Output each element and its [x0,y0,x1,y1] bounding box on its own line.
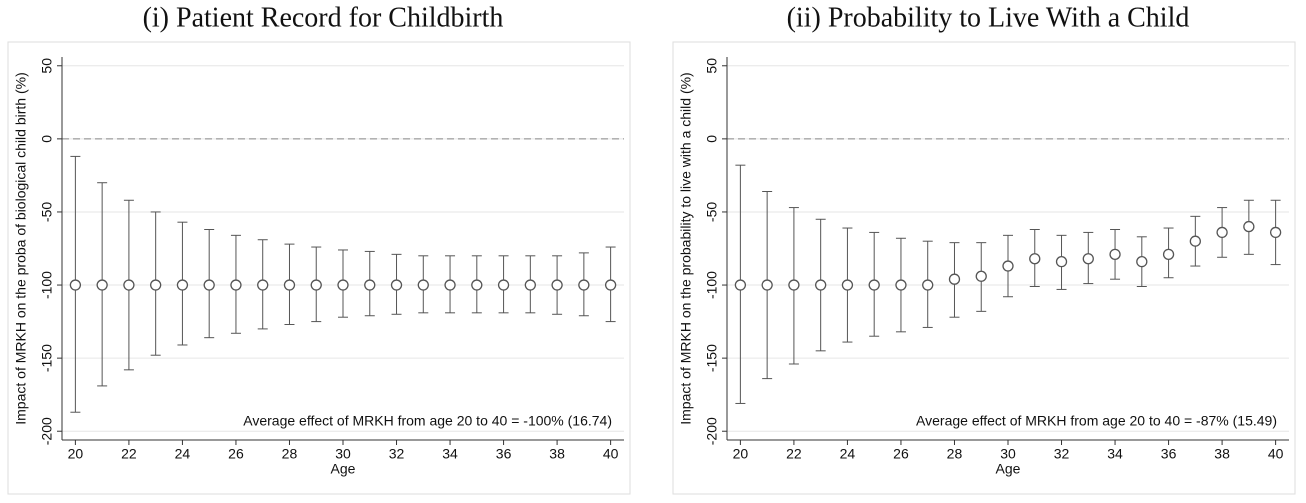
point [364,279,376,291]
x-tick-label: 34 [442,446,458,462]
x-tick-label: 38 [1214,446,1230,462]
point [975,270,987,282]
point [1216,226,1228,239]
y-tick-label: -150 [704,344,720,372]
point [1055,256,1068,268]
point [1243,220,1255,233]
annotation: Average effect of MRKH from age 20 to 40… [243,413,612,429]
y-axis-label: Impact of MRKH on the proba of biologica… [13,72,29,425]
point [815,279,827,291]
point [150,279,162,291]
y-axis-label: Impact of MRKH on the probability to liv… [678,72,694,424]
x-tick-label: 22 [786,446,802,462]
point [257,279,269,291]
x-tick-label: 28 [947,446,963,462]
y-tick-label: -100 [704,271,720,299]
point [96,279,108,291]
chart-title: (ii) Probability to Live With a Child [787,2,1190,33]
point [1002,260,1014,272]
x-tick-label: 24 [175,446,191,462]
x-tick-label: 36 [1161,446,1177,462]
point [1162,248,1175,260]
x-axis-label: Age [331,461,356,477]
x-tick-label: 38 [549,446,565,462]
point [390,279,403,291]
y-tick-label: 50 [704,58,720,74]
point [1109,248,1121,260]
y-tick-label: -100 [39,271,55,299]
x-tick-label: 30 [1000,446,1016,462]
point [948,273,961,285]
point [417,279,429,291]
panel-frame [7,41,631,495]
x-tick-label: 30 [335,446,351,462]
point [761,279,773,291]
x-axis-label: Age [996,461,1021,477]
point [203,279,215,291]
y-tick-label: -50 [39,202,55,222]
point [230,279,242,291]
point [1082,253,1094,265]
x-tick-label: 20 [68,446,84,462]
x-tick-label: 20 [733,446,749,462]
x-tick-label: 26 [228,446,244,462]
point [1269,226,1282,239]
x-tick-label: 28 [282,446,298,462]
point [497,279,510,291]
point [841,279,854,291]
point [444,279,456,291]
y-tick-label: 0 [39,135,55,143]
x-tick-label: 26 [893,446,909,462]
point [310,279,322,291]
point [69,279,82,291]
point [734,279,747,291]
point [604,279,617,291]
x-tick-label: 32 [1054,446,1070,462]
point [524,279,536,291]
point [788,279,800,291]
y-tick-label: -150 [39,344,55,372]
chart-title: (i) Patient Record for Childbirth [143,2,504,33]
y-tick-label: -200 [39,417,55,445]
panel-frame [672,41,1296,495]
y-tick-label: -200 [704,417,720,445]
point [1029,253,1041,265]
point [551,279,563,291]
x-tick-label: 40 [1268,446,1284,462]
point [337,279,349,291]
point [922,279,934,291]
point [176,279,189,291]
y-tick-label: 50 [39,58,55,74]
point [868,279,880,291]
y-tick-label: 0 [704,135,720,143]
annotation: Average effect of MRKH from age 20 to 40… [916,413,1277,429]
x-tick-label: 36 [496,446,512,462]
point [283,279,296,291]
point [123,279,135,291]
point [895,279,907,291]
point [578,279,590,291]
x-tick-label: 34 [1107,446,1123,462]
y-tick-label: -50 [704,202,720,222]
x-tick-label: 40 [603,446,619,462]
point [471,279,483,291]
point [1136,256,1148,268]
x-tick-label: 22 [121,446,137,462]
x-tick-label: 24 [840,446,856,462]
x-tick-label: 32 [389,446,405,462]
point [1189,235,1201,247]
